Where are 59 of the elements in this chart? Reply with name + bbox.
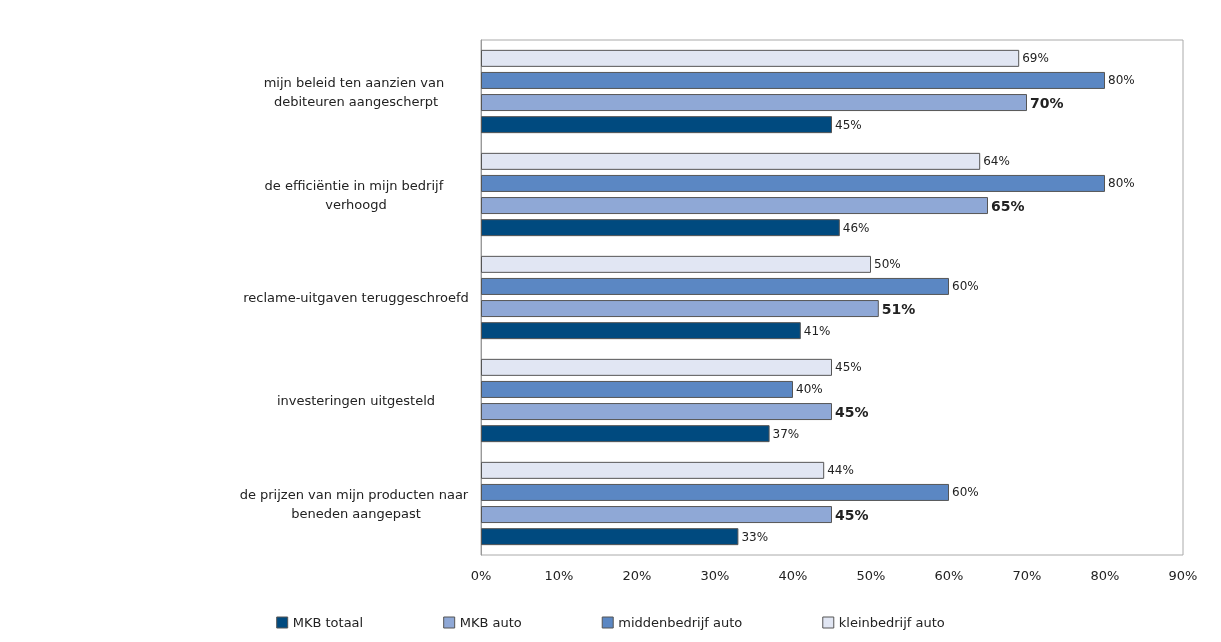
bar (481, 483, 949, 501)
bar (481, 358, 832, 376)
data-label: 80% (1108, 176, 1135, 191)
data-label: 45% (835, 360, 862, 375)
data-label: 45% (835, 403, 869, 420)
x-tick-label: 50% (856, 568, 886, 583)
bar (481, 506, 832, 524)
data-label: 80% (1108, 73, 1135, 88)
bar (481, 197, 988, 215)
y-tick-label: reclame-uitgaven teruggeschroefd (243, 290, 469, 305)
x-tick-label: 40% (778, 568, 808, 583)
bar (481, 116, 832, 134)
bar (481, 403, 832, 421)
data-label: 60% (952, 485, 979, 500)
bar (481, 461, 825, 479)
bar (481, 255, 871, 273)
bar (481, 322, 801, 340)
data-label: 41% (803, 323, 831, 338)
x-tick-label: 90% (1168, 568, 1198, 583)
data-label: 45% (835, 506, 869, 523)
x-tick-label: 30% (700, 568, 730, 583)
x-tick-label: 60% (934, 568, 964, 583)
data-label: 33% (741, 529, 769, 544)
data-label: 45% (835, 117, 862, 132)
legend-label: MKB totaal (292, 615, 364, 630)
bar (481, 300, 879, 318)
legend-label: MKB auto (459, 615, 522, 630)
y-tick-label: investeringen uitgesteld (276, 393, 436, 408)
bar (481, 71, 1105, 89)
bar (481, 174, 1105, 192)
data-label: 69% (1022, 51, 1049, 66)
bar (481, 425, 770, 443)
x-tick-label: 20% (622, 568, 652, 583)
data-label: 40% (796, 382, 823, 397)
data-label: 50% (874, 257, 901, 272)
bar (481, 152, 981, 170)
data-label: 44% (827, 463, 854, 478)
y-tick-label: mijn beleid ten aanzien van debiteuren aangescherpt (263, 74, 449, 109)
legend-label: kleinbedrijf auto (838, 615, 945, 630)
data-label: 37% (772, 426, 800, 441)
y-tick-label: de prijzen van mijn producten naar beneden aangepast (239, 486, 473, 521)
bar (481, 277, 949, 295)
legend-label: middenbedrijf auto (618, 615, 743, 630)
bar (481, 528, 739, 546)
bar (481, 380, 793, 398)
data-label: 60% (952, 279, 979, 294)
bar (481, 219, 840, 237)
x-tick-label: 80% (1090, 568, 1120, 583)
data-label: 70% (1030, 94, 1064, 111)
bar (481, 49, 1020, 67)
x-tick-label: 10% (544, 568, 574, 583)
x-tick-label: 0% (470, 568, 492, 583)
data-label: 51% (881, 300, 916, 317)
y-tick-label: de efficiëntie in mijn bedrijf verhoogd (264, 177, 448, 212)
data-label: 46% (842, 220, 870, 235)
bar (481, 94, 1027, 112)
data-label: 65% (991, 197, 1025, 214)
data-label: 64% (983, 154, 1010, 169)
x-tick-label: 70% (1012, 568, 1042, 583)
